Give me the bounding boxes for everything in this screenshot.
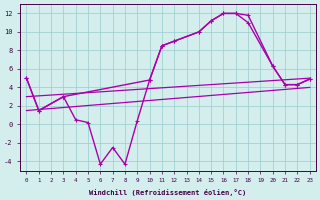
X-axis label: Windchill (Refroidissement éolien,°C): Windchill (Refroidissement éolien,°C) (90, 189, 247, 196)
